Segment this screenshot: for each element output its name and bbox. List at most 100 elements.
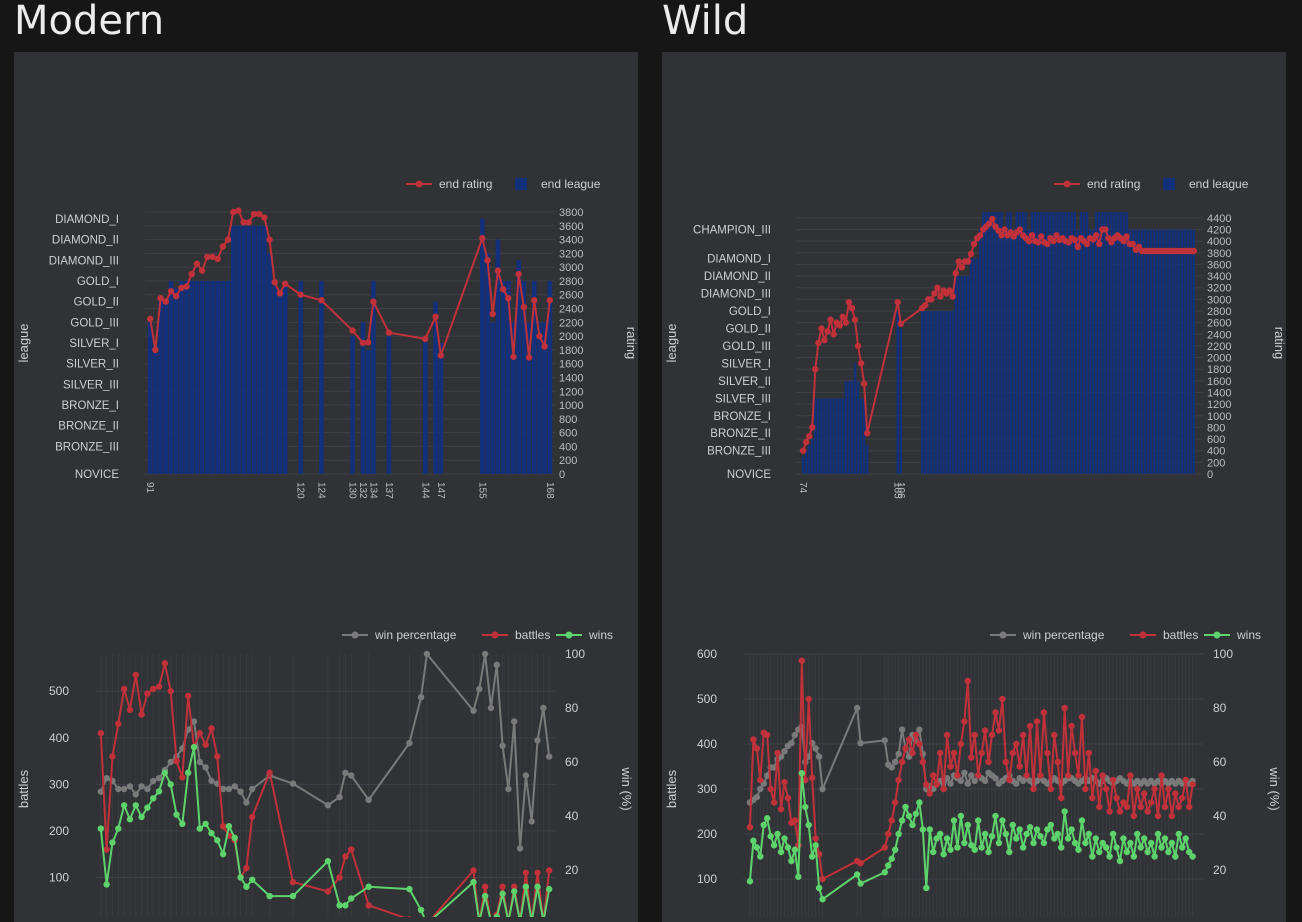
battles-tick: 500 (49, 684, 69, 698)
battles-point (109, 753, 116, 760)
league-bar (199, 280, 205, 474)
league-tick: BRONZE_I (713, 411, 771, 423)
legend-end-rating-marker (1063, 180, 1071, 188)
win-percentage-point (516, 845, 524, 852)
league-bar (841, 398, 845, 474)
battles-point (1002, 758, 1010, 766)
wins-point (971, 846, 978, 853)
winpct-tick: 60 (565, 755, 579, 769)
league-bar (236, 225, 241, 474)
battles-point (988, 731, 996, 739)
league-bar (210, 280, 215, 474)
battles-point (1113, 794, 1120, 802)
wins-point (150, 795, 157, 802)
rating-point (546, 297, 554, 304)
league-bar (1094, 212, 1098, 474)
battles-point (974, 772, 982, 779)
rating-point (970, 240, 978, 248)
league-bar (1061, 212, 1064, 474)
win-percentage-point (493, 661, 500, 668)
battles-tick: 400 (49, 731, 69, 745)
league-bar (978, 229, 982, 474)
battles-point (511, 883, 518, 890)
league-tick: DIAMOND_I (707, 254, 771, 266)
wins-point (764, 815, 771, 822)
wins-point (940, 851, 947, 858)
battles-point (1179, 794, 1186, 802)
battles-point (888, 817, 895, 824)
battles-point (954, 772, 961, 779)
wins-point (805, 821, 812, 829)
x-tick: 137 (383, 482, 394, 499)
league-bar (1018, 212, 1022, 474)
win-percentage-point (115, 785, 122, 793)
rating-tick: 400 (1207, 446, 1225, 458)
league-bar (1073, 212, 1077, 474)
win-percentage-point (971, 777, 978, 785)
battles-point (978, 749, 985, 757)
battles-point (161, 660, 169, 667)
wins-point (1075, 846, 1082, 853)
league-bar (511, 322, 516, 474)
wins-point (1037, 833, 1044, 840)
x-tick: 134 (367, 482, 378, 499)
wins-point (324, 857, 332, 865)
rating-point (931, 290, 938, 297)
rating-tick: 3000 (1207, 294, 1231, 306)
win-percentage-point (476, 685, 483, 693)
rating-tick: 800 (559, 414, 577, 426)
league-bar (933, 310, 936, 474)
rating-point (385, 329, 393, 336)
wins-point (750, 837, 757, 844)
rating-point (349, 327, 356, 334)
wins-point (243, 883, 250, 890)
rating-point (986, 220, 993, 227)
rating-point (1123, 233, 1130, 240)
battles-point (243, 864, 250, 872)
battles-point (132, 671, 139, 679)
battles-point (470, 867, 477, 874)
league-bar (829, 398, 832, 474)
battles-point (936, 749, 944, 757)
wins-point (1168, 839, 1176, 847)
legend-wins-marker (1213, 631, 1221, 639)
league-bar (939, 310, 942, 474)
battles-point (214, 753, 221, 760)
rating-point (193, 260, 201, 267)
battles-point (753, 745, 761, 752)
rating-point (928, 296, 935, 303)
wins-point (992, 812, 999, 820)
rating-tick: 1200 (559, 386, 583, 398)
battles-point (1185, 803, 1193, 811)
battles-point (1016, 763, 1023, 770)
rating-point (812, 366, 819, 373)
league-bar (158, 298, 163, 474)
wins-point (819, 896, 826, 903)
league-bar (1101, 212, 1104, 474)
rating-point (224, 236, 232, 243)
wins-point (1102, 844, 1110, 851)
battles-tick: 200 (49, 824, 69, 838)
league-bar (495, 239, 501, 474)
wins-point (1144, 848, 1151, 856)
league-bar (1155, 229, 1159, 474)
wins-point (853, 871, 861, 878)
battles-point (545, 867, 553, 874)
rating-point (515, 270, 522, 278)
win-percentage-point (120, 785, 128, 793)
battles-point (985, 758, 992, 766)
battles-point (167, 688, 174, 695)
rating-point (955, 258, 962, 265)
battles-tick: 500 (697, 692, 717, 706)
league-bar (272, 280, 278, 474)
league-bar (997, 212, 1000, 474)
win-percentage-point (225, 785, 233, 793)
battles-point (767, 785, 774, 793)
battles-point (750, 736, 757, 743)
wins-point (919, 826, 927, 833)
battles-point (770, 799, 778, 806)
league-bar (547, 280, 553, 474)
rating-tick: 600 (559, 428, 577, 440)
league-tick: GOLD_II (74, 297, 119, 309)
battles-tick: 100 (49, 870, 69, 884)
